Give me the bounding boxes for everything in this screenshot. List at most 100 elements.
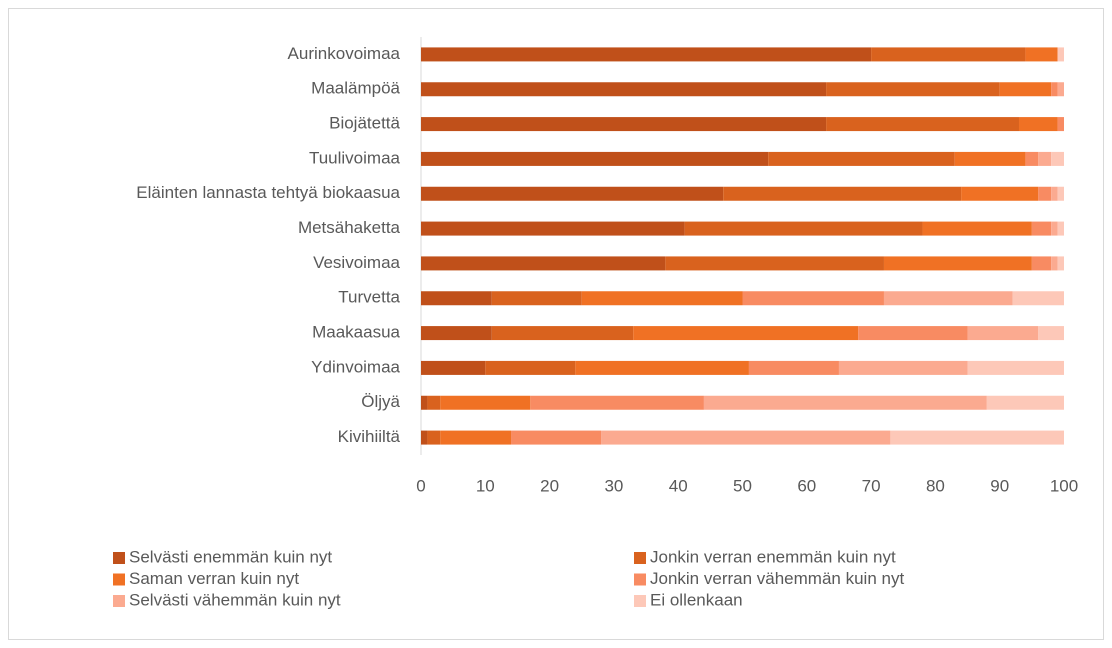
bar-segment <box>421 151 769 166</box>
x-tick-label: 80 <box>926 476 945 495</box>
bar-segment <box>1057 221 1064 236</box>
x-tick-label: 10 <box>476 476 495 495</box>
bar-segment <box>1051 82 1058 97</box>
bar-segment <box>1012 291 1064 306</box>
bar-segment <box>421 360 486 375</box>
legend-label: Selvästi vähemmän kuin nyt <box>129 590 341 609</box>
bar-segment <box>427 430 441 445</box>
legend-label: Ei ollenkaan <box>650 590 743 609</box>
y-tick-label: Vesivoimaa <box>313 253 400 272</box>
bar-segment <box>665 256 884 271</box>
x-tick-label: 70 <box>862 476 881 495</box>
bar-segment <box>485 360 576 375</box>
bar-segment <box>890 430 1064 445</box>
bar-segment <box>1038 186 1052 201</box>
legend-swatch <box>634 573 646 586</box>
bar-segment <box>1051 221 1058 236</box>
bar-segment <box>421 395 428 410</box>
y-tick-label: Metsähaketta <box>298 218 401 237</box>
y-tick-label: Kivihiiltä <box>338 427 401 446</box>
bar-segment <box>633 326 859 341</box>
bar-segment <box>427 395 441 410</box>
x-tick-label: 20 <box>540 476 559 495</box>
x-tick-label: 100 <box>1050 476 1078 495</box>
bar-segment <box>511 430 602 445</box>
bar-segment <box>838 360 968 375</box>
bar-segment <box>421 256 666 271</box>
bar-segment <box>1057 47 1064 62</box>
bar-segment <box>1057 117 1064 132</box>
bar-segment <box>871 47 1026 62</box>
y-tick-label: Öljyä <box>361 392 400 411</box>
legend-label: Jonkin verran vähemmän kuin nyt <box>650 569 904 588</box>
x-tick-label: 50 <box>733 476 752 495</box>
bar-segment <box>768 151 955 166</box>
bar-segment <box>999 82 1052 97</box>
bar-segment <box>440 430 512 445</box>
y-tick-label: Aurinkovoimaa <box>288 44 401 63</box>
bar-segment <box>826 117 1019 132</box>
bar-segment <box>491 326 634 341</box>
y-tick-label: Eläinten lannasta tehtyä biokaasua <box>136 183 400 202</box>
bar-segment <box>954 151 1026 166</box>
legend-swatch <box>113 573 125 586</box>
bar-segment <box>961 186 1039 201</box>
bar-segment <box>421 326 492 341</box>
legend-swatch <box>634 595 646 607</box>
bar-segment <box>883 256 1032 271</box>
bar-segment <box>491 291 582 306</box>
bar-segment <box>986 395 1064 410</box>
bar-segment <box>1057 256 1064 271</box>
legend-swatch <box>634 552 646 564</box>
y-tick-label: Biojätettä <box>329 114 400 133</box>
bar-segment <box>440 395 531 410</box>
bar-segment <box>748 360 839 375</box>
bar-segment <box>883 291 1013 306</box>
bar-segment <box>421 430 428 445</box>
bar-segment <box>684 221 923 236</box>
bar-segment <box>723 186 962 201</box>
bar-segment <box>1031 256 1052 271</box>
bar-segment <box>1038 326 1064 341</box>
y-tick-label: Maakaasua <box>312 323 400 342</box>
bar-segment <box>1057 186 1064 201</box>
x-tick-label: 0 <box>416 476 425 495</box>
chart-frame <box>8 8 1104 640</box>
bar-segment <box>703 395 987 410</box>
bar-segment <box>1057 82 1064 97</box>
bar-segment <box>1038 151 1052 166</box>
bar-segment <box>421 221 685 236</box>
bar-segment <box>421 117 827 132</box>
bar-segment <box>1018 117 1058 132</box>
bar-segment <box>421 291 492 306</box>
y-tick-label: Maalämpöä <box>311 79 400 98</box>
x-tick-label: 60 <box>797 476 816 495</box>
bar-segment <box>421 186 724 201</box>
bar-segment <box>581 291 743 306</box>
y-tick-label: Tuulivoimaa <box>309 148 401 167</box>
legend-swatch <box>113 595 125 607</box>
x-tick-label: 40 <box>669 476 688 495</box>
bar-segment <box>1051 186 1058 201</box>
bar-segment <box>421 82 827 97</box>
bar-segment <box>530 395 704 410</box>
legend-label: Saman verran kuin nyt <box>129 569 299 588</box>
bar-segment <box>967 360 1064 375</box>
legend-label: Selvästi enemmän kuin nyt <box>129 547 332 566</box>
bar-segment <box>1051 151 1064 166</box>
legend-label: Jonkin verran enemmän kuin nyt <box>650 547 896 566</box>
bar-segment <box>1025 47 1058 62</box>
bar-segment <box>601 430 891 445</box>
legend-swatch <box>113 552 125 564</box>
bar-segment <box>1051 256 1058 271</box>
bar-segment <box>858 326 968 341</box>
y-tick-label: Turvetta <box>338 288 400 307</box>
bar-segment <box>742 291 884 306</box>
y-tick-label: Ydinvoimaa <box>311 357 400 376</box>
x-tick-label: 90 <box>990 476 1009 495</box>
bar-segment <box>1031 221 1052 236</box>
bar-segment <box>575 360 749 375</box>
bar-segment <box>1025 151 1039 166</box>
bar-segment <box>421 47 872 62</box>
